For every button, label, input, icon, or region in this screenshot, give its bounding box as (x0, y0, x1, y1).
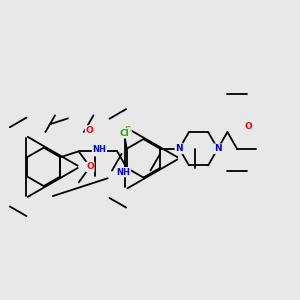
Text: NH: NH (116, 168, 130, 177)
Text: N: N (214, 144, 222, 153)
Text: O: O (85, 126, 93, 135)
Text: O: O (86, 162, 94, 171)
Text: Cl: Cl (120, 129, 130, 138)
Text: N: N (176, 144, 183, 153)
Text: S: S (124, 126, 131, 135)
Text: NH: NH (92, 145, 106, 154)
Text: O: O (244, 122, 252, 131)
Text: N: N (176, 144, 183, 153)
